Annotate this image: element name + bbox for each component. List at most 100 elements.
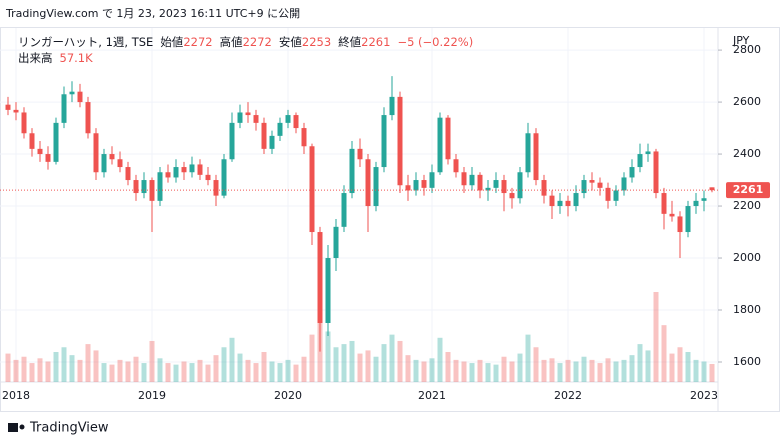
volume-bar xyxy=(85,344,91,382)
volume-bar xyxy=(109,364,115,382)
candle-body xyxy=(197,164,203,175)
volume-bar xyxy=(541,359,547,382)
candle-body xyxy=(5,104,11,110)
volume-bar xyxy=(293,364,299,382)
candle-body xyxy=(661,193,667,214)
volume-bar xyxy=(21,356,27,382)
candle-body xyxy=(141,180,147,194)
legend-ohlc: リンガーハット, 1週, TSE 始値2272 高値2272 安値2253 終値2261… xyxy=(18,35,473,49)
candle-body xyxy=(605,187,611,201)
volume-bar xyxy=(285,359,291,382)
ohlc-value: 2272 xyxy=(243,35,272,49)
candle-body xyxy=(77,91,83,103)
volume-bar xyxy=(53,352,59,382)
volume-bar xyxy=(357,353,363,382)
candle-body xyxy=(205,174,211,181)
volume-bar xyxy=(165,363,171,382)
volume-bar xyxy=(533,347,539,382)
volume-bar xyxy=(325,331,331,382)
y-tick-label: 2800 xyxy=(733,43,761,56)
candle-body xyxy=(253,115,259,123)
volume-bar xyxy=(501,356,507,382)
ohlc-label: 終値 xyxy=(338,35,361,49)
last-price-label: 2261 xyxy=(733,183,764,196)
volume-bar xyxy=(677,347,683,382)
volume-bar xyxy=(157,358,163,382)
candle-body xyxy=(477,174,483,191)
candle-body xyxy=(621,177,627,191)
volume-bar xyxy=(61,347,67,382)
volume-bar xyxy=(437,337,443,382)
volume-bar xyxy=(37,358,43,382)
x-tick-label: 2020 xyxy=(274,389,302,402)
volume-bar xyxy=(229,337,235,382)
candle-body xyxy=(461,172,467,186)
candle-body xyxy=(373,167,379,207)
x-tick-label: 2023 xyxy=(690,389,718,402)
y-tick-label: 1800 xyxy=(733,303,761,316)
volume-bar xyxy=(269,361,275,382)
symbol: リンガーハット, 1週, TSE xyxy=(18,35,153,49)
volume-bar xyxy=(205,364,211,382)
candle-body xyxy=(117,159,123,168)
candle-body xyxy=(437,117,443,173)
footer-brand: TradingView xyxy=(29,421,109,436)
candle-body xyxy=(501,180,507,194)
candle-body xyxy=(293,115,299,129)
volume-bar xyxy=(5,353,11,382)
last-price-box xyxy=(726,182,770,199)
y-tick-label: 2000 xyxy=(733,251,761,264)
candle-body xyxy=(325,258,331,323)
y-tick-label: 2200 xyxy=(733,199,761,212)
candle-body xyxy=(133,180,139,194)
candle-body xyxy=(653,151,659,194)
volume-bar xyxy=(45,361,51,382)
candle-body xyxy=(389,96,395,116)
volume-bar xyxy=(381,344,387,382)
volume-bar xyxy=(621,359,627,382)
candle-body xyxy=(357,148,363,160)
volume-bar xyxy=(29,363,35,382)
volume-value: 57.1K xyxy=(60,51,94,65)
x-tick-label: 2018 xyxy=(2,389,30,402)
candle-body xyxy=(341,193,347,227)
candle-body xyxy=(157,172,163,201)
volume-bar xyxy=(461,361,467,382)
volume-bar xyxy=(709,363,715,382)
volume-bar xyxy=(245,359,251,382)
volume-bar xyxy=(181,361,187,382)
candle-body xyxy=(533,133,539,181)
candle-body xyxy=(37,148,43,155)
x-tick-label: 2021 xyxy=(418,389,446,402)
volume-bar xyxy=(685,352,691,382)
volume-bar xyxy=(525,334,531,382)
candle-body xyxy=(485,187,491,191)
candle-body xyxy=(541,180,547,196)
candle-body xyxy=(517,172,523,199)
candle-body xyxy=(629,167,635,178)
candle-body xyxy=(397,96,403,186)
volume-bar xyxy=(549,358,555,382)
candle-body xyxy=(333,226,339,259)
candle-body xyxy=(189,164,195,173)
volume-bar xyxy=(397,340,403,382)
candle-body xyxy=(573,193,579,207)
candle-body xyxy=(45,154,51,162)
volume-bar xyxy=(253,363,259,382)
candle-body xyxy=(285,115,291,123)
legend-volume: 出来高 57.1K xyxy=(18,51,93,65)
y-tick-label: 1600 xyxy=(733,355,761,368)
ohlc-label: 安値 xyxy=(279,35,302,49)
candle-body xyxy=(237,112,243,123)
candle-body xyxy=(69,91,75,95)
volume-bar xyxy=(517,353,523,382)
ohlc-label: 高値 xyxy=(220,35,243,49)
volume-bar xyxy=(469,363,475,382)
volume-bar xyxy=(365,350,371,382)
volume-bar xyxy=(13,359,19,382)
publish-info: TradingView.com で 1月 23, 2023 16:11 UTC+… xyxy=(5,7,300,20)
candle-body xyxy=(213,180,219,196)
candle-body xyxy=(637,154,643,168)
candle-body xyxy=(421,180,427,188)
